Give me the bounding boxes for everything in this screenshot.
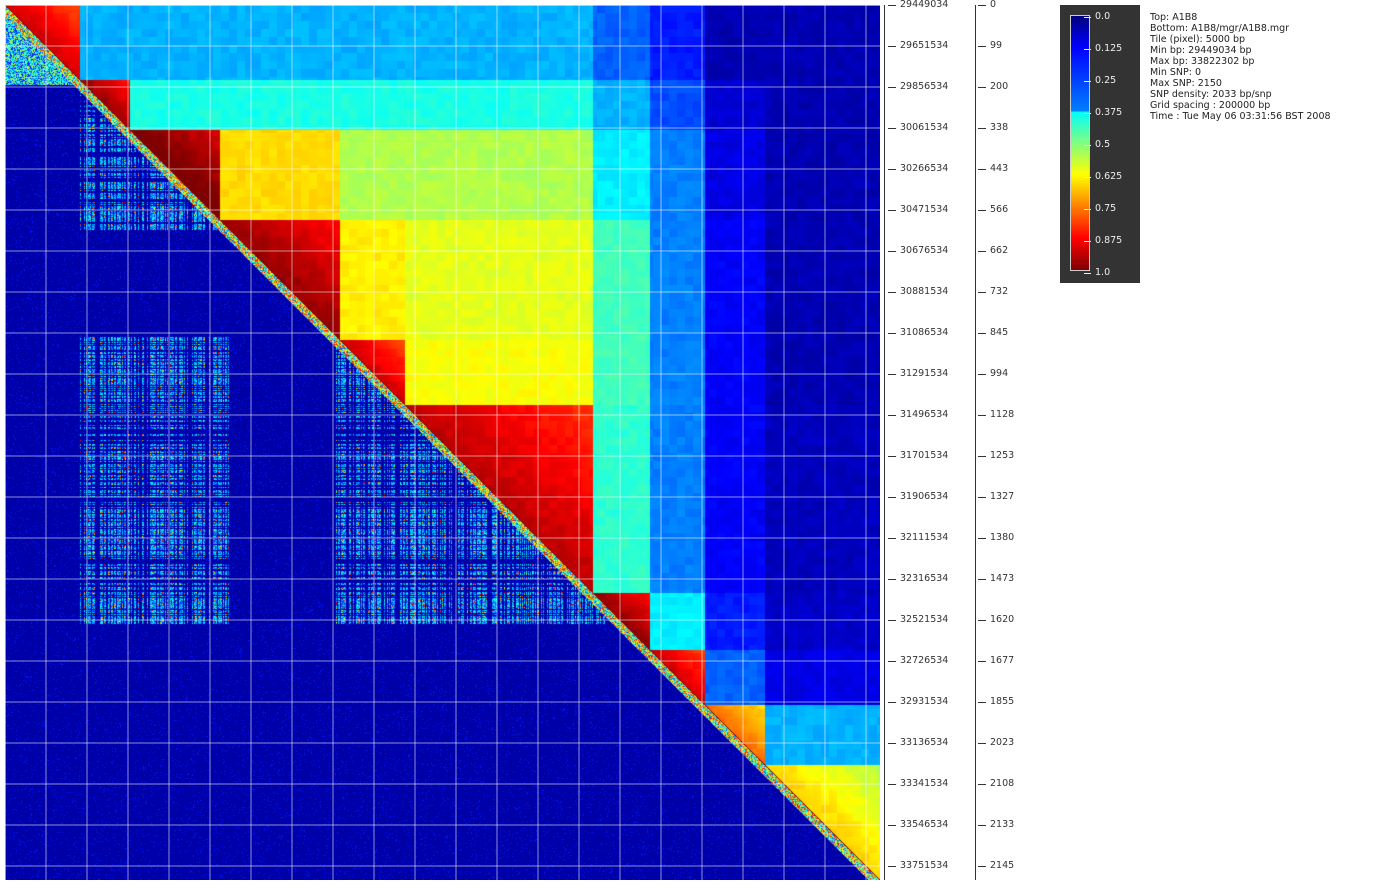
snp-tick-label: 1855 <box>977 695 1015 707</box>
snp-tick-label: 1253 <box>977 449 1015 461</box>
snp-tick-label: 994 <box>977 367 1009 379</box>
colorbar-label: 0.375 <box>1083 107 1123 118</box>
snp-axis-line <box>975 5 976 880</box>
bp-tick-label: 33136534 <box>887 736 949 748</box>
snp-tick-label: 2108 <box>977 777 1015 789</box>
info-line: Min bp: 29449034 bp <box>1150 45 1252 56</box>
bp-tick-label: 30676534 <box>887 244 949 256</box>
snp-tick-label: 99 <box>977 39 1003 51</box>
snp-tick-label: 2145 <box>977 859 1015 871</box>
snp-tick-label: 732 <box>977 285 1009 297</box>
bp-tick-label: 30881534 <box>887 285 949 297</box>
info-line: Max bp: 33822302 bp <box>1150 56 1255 67</box>
info-panel: Top: A1B8 Bottom: A1B8/mgr/A1B8.mgr Tile (… <box>1150 12 1331 122</box>
snp-tick-label: 0 <box>977 0 997 10</box>
colorbar-label: 0.5 <box>1083 139 1111 150</box>
bp-tick-label: 32111534 <box>887 531 949 543</box>
bp-tick-label: 32931534 <box>887 695 949 707</box>
colorbar-legend: 0.0 0.125 0.25 0.375 0.5 0.625 0.75 0.875 1.0 <box>1060 5 1140 283</box>
colorbar-label: 0.875 <box>1083 235 1123 246</box>
bp-tick-label: 30061534 <box>887 121 949 133</box>
bp-tick-label: 32726534 <box>887 654 949 666</box>
snp-tick-label: 566 <box>977 203 1009 215</box>
colorbar-label: 0.0 <box>1083 11 1111 22</box>
info-line: Min SNP: 0 <box>1150 67 1202 78</box>
colorbar <box>1070 15 1090 271</box>
snp-tick-label: 200 <box>977 80 1009 92</box>
info-line: Top: A1B8 <box>1150 12 1198 23</box>
colorbar-label: 0.625 <box>1083 171 1123 182</box>
colorbar-label: 0.125 <box>1083 43 1123 54</box>
bp-tick-label: 31291534 <box>887 367 949 379</box>
bp-tick-label: 31086534 <box>887 326 949 338</box>
info-line: Max SNP: 2150 <box>1150 78 1222 89</box>
snp-tick-label: 1473 <box>977 572 1015 584</box>
bp-tick-label: 30471534 <box>887 203 949 215</box>
info-line: Bottom: A1B8/mgr/A1B8.mgr <box>1150 23 1290 34</box>
bp-tick-label: 31701534 <box>887 449 949 461</box>
bp-tick-label: 29449034 <box>887 0 949 10</box>
info-line: Tile (pixel): 5000 bp <box>1150 34 1246 45</box>
bp-tick-label: 30266534 <box>887 162 949 174</box>
info-line: SNP density: 2033 bp/snp <box>1150 89 1272 100</box>
bp-tick-label: 31906534 <box>887 490 949 502</box>
snp-tick-label: 1380 <box>977 531 1015 543</box>
bp-tick-label: 33341534 <box>887 777 949 789</box>
snp-tick-label: 338 <box>977 121 1009 133</box>
snp-tick-label: 1677 <box>977 654 1015 666</box>
snp-tick-label: 845 <box>977 326 1009 338</box>
bp-tick-label: 29856534 <box>887 80 949 92</box>
colorbar-label: 0.25 <box>1083 75 1117 86</box>
snp-tick-label: 1128 <box>977 408 1015 420</box>
grid-lines <box>5 5 880 880</box>
snp-tick-label: 443 <box>977 162 1009 174</box>
bp-tick-label: 32521534 <box>887 613 949 625</box>
snp-tick-label: 2133 <box>977 818 1015 830</box>
snp-tick-label: 1327 <box>977 490 1015 502</box>
bp-tick-label: 32316534 <box>887 572 949 584</box>
snp-tick-label: 1620 <box>977 613 1015 625</box>
colorbar-label: 0.75 <box>1083 203 1117 214</box>
snp-tick-label: 2023 <box>977 736 1015 748</box>
snp-tick-label: 662 <box>977 244 1009 256</box>
info-line: Time : Tue May 06 03:31:56 BST 2008 <box>1150 111 1331 122</box>
bp-tick-label: 33751534 <box>887 859 949 871</box>
info-line: Grid spacing : 200000 bp <box>1150 100 1271 111</box>
bp-tick-label: 29651534 <box>887 39 949 51</box>
colorbar-label: 1.0 <box>1083 267 1111 278</box>
bp-axis-line <box>884 5 885 880</box>
bp-tick-label: 33546534 <box>887 818 949 830</box>
ld-heatmap[interactable] <box>5 5 880 880</box>
bp-tick-label: 31496534 <box>887 408 949 420</box>
